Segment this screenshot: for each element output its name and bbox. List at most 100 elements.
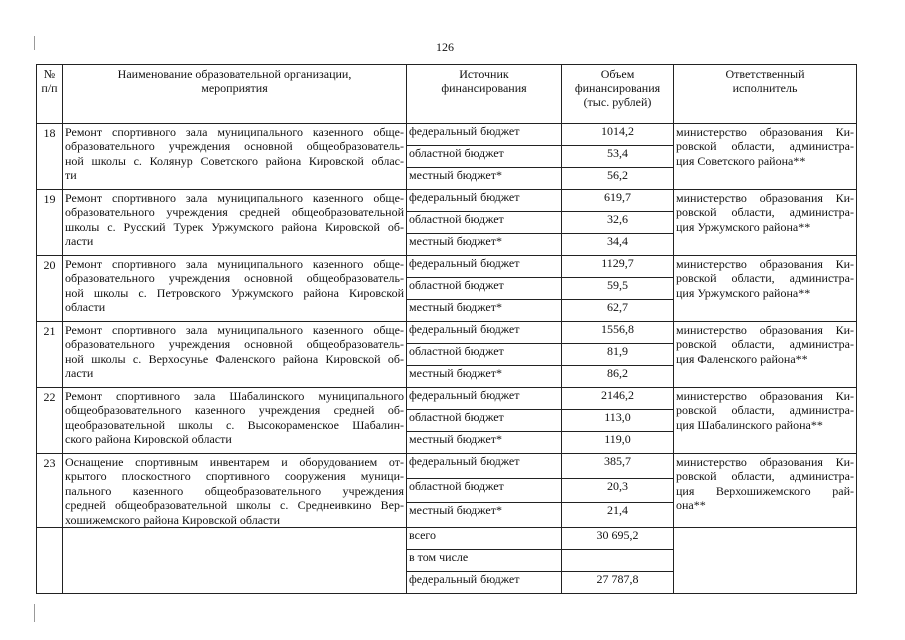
funding-source: местный бюджет*: [406, 431, 562, 454]
text-line: ского района Кировской области: [65, 432, 232, 447]
funding-source: местный бюджет*: [406, 502, 562, 529]
text-line: ровской области, администра-: [676, 271, 854, 286]
table-row: местный бюджет* 21,4: [37, 502, 857, 529]
funding-source: местный бюджет*: [406, 167, 562, 190]
funding-source: областной бюджет: [406, 409, 562, 432]
funding-amount: 385,7: [561, 453, 674, 479]
table-header: № п/п Наименование образовательной органи…: [36, 64, 857, 124]
header-text: Объем: [600, 67, 635, 81]
text-line: Оснащение спортивным инвентарем и оборуд…: [65, 455, 404, 469]
header-text: п/п: [41, 81, 58, 95]
header-source: Источник финансирования: [406, 64, 562, 124]
funding-source: федеральный бюджет: [406, 123, 562, 146]
header-num: № п/п: [36, 64, 63, 124]
funding-amount: 86,2: [561, 365, 674, 388]
responsible-executor: министерство образования Ки-ровской обла…: [673, 189, 857, 256]
funding-source: областной бюджет: [406, 477, 562, 504]
responsible-executor: министерство образования Ки-ровской обла…: [673, 255, 857, 322]
funding-source: федеральный бюджет: [406, 321, 562, 344]
table-row: 20 Ремонт спортивного зала муниципального…: [36, 255, 857, 322]
text-line: ция Фаленского района**: [676, 351, 808, 366]
funding-source: местный бюджет*: [406, 233, 562, 256]
header-text: финансирования: [441, 81, 527, 95]
text-line: образовательного учреждения основной общ…: [65, 139, 404, 154]
text-line: школы с. Русский Турек Уржумского района…: [65, 219, 404, 234]
empty-cell: [673, 527, 857, 595]
table-row: 23 Оснащение спортивным инвентарем и обор…: [36, 452, 857, 529]
header-text: финансирования: [574, 81, 661, 95]
empty-cell: [36, 527, 63, 595]
organization-name: Ремонт спортивного зала муниципального к…: [62, 123, 407, 190]
header-text: (тыс. рублей): [583, 95, 652, 109]
header-text: Ответственный: [725, 67, 805, 81]
totals-row: всего 30 695,2: [36, 527, 857, 595]
table-row: 18 Ремонт спортивного зала муниципального…: [36, 123, 857, 190]
funding-amount: 56,2: [561, 167, 674, 190]
text-line: ровской области, администра-: [676, 403, 854, 418]
total-amount: 27 787,8: [561, 571, 674, 595]
total-label: в том числе: [406, 549, 562, 573]
text-line: Ремонт спортивного зала муниципального к…: [65, 323, 404, 337]
organization-name: Ремонт спортивного зала муниципального к…: [62, 255, 407, 322]
text-line: министерство образования Ки-: [676, 323, 854, 337]
text-line: ласти: [65, 366, 94, 381]
responsible-executor: министерство образования Ки-ровской обла…: [673, 321, 857, 388]
table-row: областной бюджет 113,0: [37, 409, 857, 432]
funding-source: местный бюджет*: [406, 299, 562, 322]
funding-amount: 21,4: [561, 502, 674, 529]
table-body: 18 Ремонт спортивного зала муниципального…: [36, 123, 857, 595]
page-number: 126: [436, 40, 454, 54]
funding-amount: 59,5: [561, 277, 674, 300]
text-line: образовательного учреждения основной общ…: [65, 271, 404, 286]
text-line: ция Уржумского района**: [676, 285, 811, 300]
funding-amount: 1129,7: [561, 255, 674, 278]
text-line: министерство образования Ки-: [676, 257, 854, 271]
funding-table: № п/п Наименование образовательной органи…: [36, 64, 857, 595]
text-line: министерство образования Ки-: [676, 455, 854, 469]
margin-mark: [34, 604, 35, 622]
organization-name: Ремонт спортивного зала муниципального к…: [62, 321, 407, 388]
header-text: Наименование образовательной организации…: [117, 67, 352, 81]
table-row: областной бюджет 81,9: [37, 343, 857, 366]
row-number: 23: [36, 452, 63, 529]
table-row: областной бюджет 32,6: [37, 211, 857, 234]
funding-source: федеральный бюджет: [406, 255, 562, 278]
text-line: Ремонт спортивного зала муниципального к…: [65, 125, 404, 139]
text-line: Ремонт спортивного зала муниципального к…: [65, 191, 404, 205]
header-responsible: Ответственный исполнитель: [673, 64, 857, 124]
funding-source: областной бюджет: [406, 145, 562, 168]
totals-row: в том числе: [37, 549, 857, 573]
text-line: хошижемского района Кировской области: [65, 512, 281, 527]
table-row: областной бюджет 20,3: [37, 477, 857, 504]
funding-source: федеральный бюджет: [406, 387, 562, 410]
funding-amount: 34,4: [561, 233, 674, 256]
funding-source: местный бюджет*: [406, 365, 562, 388]
table-row: 22 Ремонт спортивного зала Шабалинского м…: [36, 387, 857, 454]
text-line: общеобразовательного казенного учреждени…: [65, 403, 404, 418]
header-text: Источник: [459, 67, 509, 81]
total-label: федеральный бюджет: [406, 571, 562, 595]
total-amount: 30 695,2: [561, 527, 674, 551]
funding-amount: 53,4: [561, 145, 674, 168]
text-line: области: [65, 300, 106, 315]
funding-source: федеральный бюджет: [406, 189, 562, 212]
funding-source: областной бюджет: [406, 343, 562, 366]
header-name: Наименование образовательной организации…: [62, 64, 407, 124]
empty-cell: [62, 527, 407, 595]
text-line: образовательного учреждения основной общ…: [65, 337, 404, 352]
margin-mark: [34, 36, 35, 50]
text-line: ной школы с. Колянур Советского района К…: [65, 153, 404, 168]
text-line: щеобразовательной школы с. Высокораменск…: [65, 417, 404, 432]
funding-amount: 113,0: [561, 409, 674, 432]
text-line: она**: [676, 498, 706, 513]
text-line: ной школы с. Верхосунье Фаленского район…: [65, 351, 404, 366]
funding-amount: 62,7: [561, 299, 674, 322]
funding-source: областной бюджет: [406, 277, 562, 300]
table-row: 21 Ремонт спортивного зала муниципального…: [36, 321, 857, 388]
table-row: областной бюджет 59,5: [37, 277, 857, 300]
funding-source: областной бюджет: [406, 211, 562, 234]
text-line: министерство образования Ки-: [676, 191, 854, 205]
text-line: ровской области, администра-: [676, 139, 854, 154]
text-line: ция Верхошижемского рай-: [676, 483, 854, 498]
responsible-executor: министерство образования Ки-ровской обла…: [673, 123, 857, 190]
